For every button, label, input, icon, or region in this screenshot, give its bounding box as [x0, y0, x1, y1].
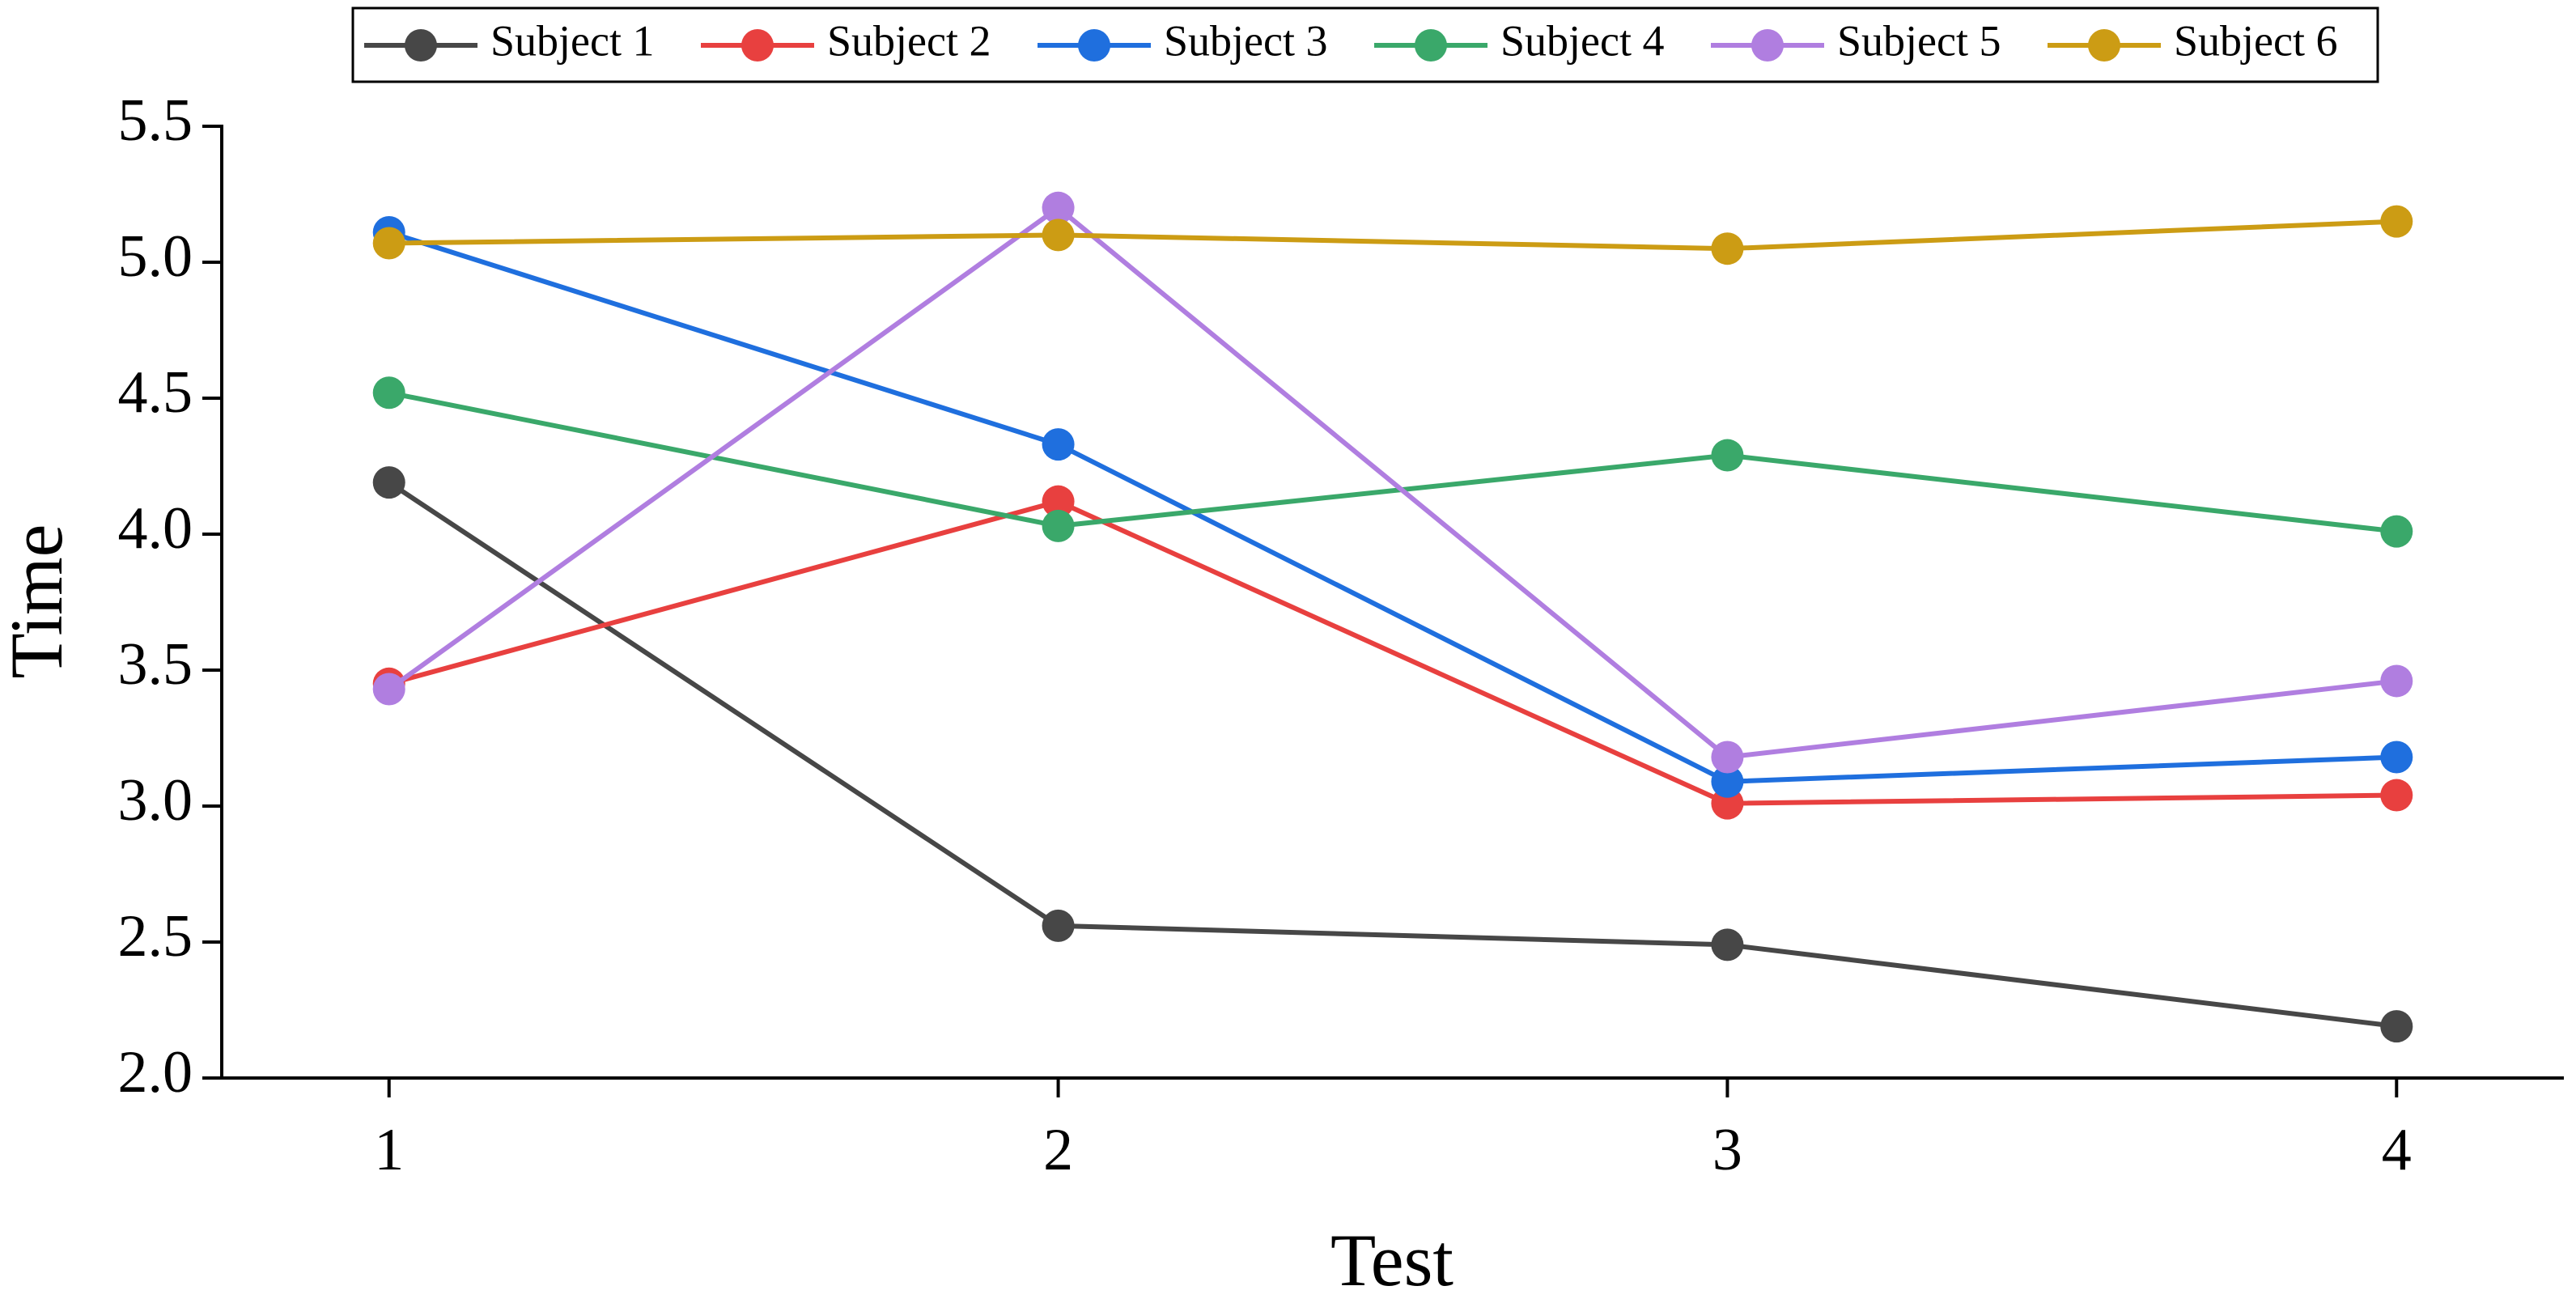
data-point [1711, 232, 1744, 265]
legend-label: Subject 6 [2174, 16, 2337, 65]
y-tick-label: 4.5 [118, 359, 193, 426]
data-point [2380, 664, 2413, 698]
legend-marker [1751, 29, 1784, 62]
data-point [372, 376, 405, 410]
legend-label: Subject 2 [827, 16, 991, 65]
data-point [2380, 741, 2413, 774]
data-point [1042, 509, 1075, 542]
legend-label: Subject 5 [1837, 16, 2001, 65]
y-tick-label: 5.0 [118, 223, 193, 290]
data-point [1042, 428, 1075, 461]
series-line [388, 219, 2397, 252]
data-point [2380, 1010, 2413, 1043]
data-point [1711, 741, 1744, 774]
series-line [388, 499, 2397, 806]
y-tick-label: 4.0 [118, 495, 193, 562]
data-point [1711, 765, 1744, 798]
y-tick-label: 5.5 [118, 87, 193, 154]
legend-marker [1078, 29, 1110, 62]
data-point [2380, 205, 2413, 238]
legend-box [351, 6, 2379, 83]
y-tick-label: 2.0 [118, 1039, 193, 1106]
data-point [372, 673, 405, 706]
legend-marker [405, 29, 437, 62]
series-line [388, 390, 2397, 534]
data-point [372, 466, 405, 499]
x-tick-label: 2 [1043, 1117, 1073, 1183]
x-tick-label: 3 [1712, 1117, 1742, 1183]
x-tick-label: 4 [2382, 1117, 2412, 1183]
x-axis-title: Test [1330, 1219, 1454, 1301]
series-line [388, 480, 2397, 1029]
y-tick-label: 3.5 [118, 631, 193, 698]
series-line [388, 230, 2397, 784]
data-point [1042, 219, 1075, 252]
data-point [2380, 515, 2413, 548]
legend-marker [1415, 29, 1447, 62]
y-tick-label: 3.0 [118, 767, 193, 834]
y-tick-label: 2.5 [118, 903, 193, 970]
data-point [1711, 439, 1744, 472]
data-point [1711, 928, 1744, 961]
data-point [2380, 779, 2413, 812]
legend-label: Subject 3 [1164, 16, 1327, 65]
data-point [372, 227, 405, 260]
legend-marker [741, 29, 774, 62]
data-point [1042, 909, 1075, 942]
legend-label: Subject 4 [1500, 16, 1664, 65]
legend-marker [2088, 29, 2120, 62]
legend-label: Subject 1 [490, 16, 654, 65]
data-point [1042, 191, 1075, 224]
data-point [1042, 485, 1075, 518]
series-line [387, 205, 2397, 760]
x-tick-label: 1 [374, 1117, 404, 1183]
y-axis-title: Time [0, 524, 78, 679]
